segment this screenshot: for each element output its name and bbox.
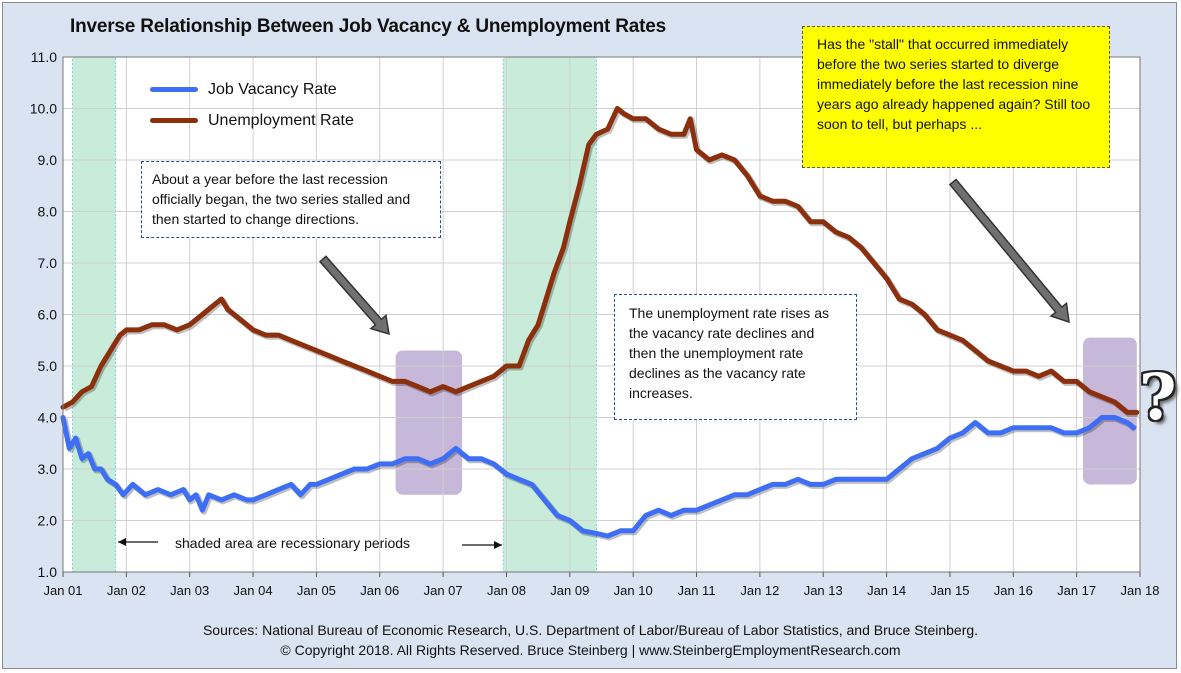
inverse-annotation: The unemployment rate rises as the vacan…: [614, 294, 857, 420]
y-tick-label: 5.0: [38, 358, 58, 374]
y-tick-label: 10.0: [30, 101, 57, 117]
shaded-area-label: shaded area are recessionary periods: [175, 535, 411, 551]
copyright-line: © Copyright 2018. All Rights Reserved. B…: [280, 642, 901, 658]
chart-title: Inverse Relationship Between Job Vacancy…: [70, 16, 666, 37]
x-tick-label: Jan 12: [740, 583, 779, 598]
x-tick-label: Jan 11: [677, 583, 715, 598]
legend: Job Vacancy Rate Unemployment Rate: [150, 74, 354, 136]
x-tick-label: Jan 03: [170, 583, 209, 598]
x-tick-label: Jan 16: [994, 583, 1033, 598]
pointer-arrow-right: [948, 178, 1070, 324]
stall-highlight: [1082, 337, 1137, 485]
pointer-arrow-left-body: [318, 255, 390, 336]
y-tick-label: 3.0: [38, 461, 58, 477]
x-tick-label: Jan 17: [1057, 583, 1096, 598]
x-tick-label: Jan 18: [1120, 583, 1159, 598]
question-mark: ?: [1139, 360, 1177, 435]
legend-label-vacancy: Job Vacancy Rate: [208, 80, 337, 98]
x-tick-label: Jan 07: [424, 583, 463, 598]
shaded-label-arrow-left-head: [118, 538, 126, 546]
stall-annotation: About a year before the last recession o…: [141, 161, 441, 238]
legend-swatch-unemployment: [150, 118, 198, 123]
vacancy-rate-line: [60, 415, 1137, 539]
x-tick-label: Jan 05: [297, 583, 336, 598]
x-tick-label: Jan 14: [867, 583, 906, 598]
shaded-label-arrow-right-head: [494, 541, 502, 549]
x-tick-label: Jan 15: [930, 583, 969, 598]
plot-border: [62, 56, 1141, 573]
legend-item-unemployment: Unemployment Rate: [150, 105, 354, 136]
y-tick-label: 2.0: [38, 513, 58, 529]
sources-footer: Sources: National Bureau of Economic Res…: [0, 620, 1181, 660]
y-tick-label: 11.0: [31, 49, 57, 65]
y-tick-label: 4.0: [38, 410, 58, 426]
pointer-arrow-right-body: [948, 178, 1070, 324]
x-tick-label: Jan 13: [804, 583, 843, 598]
x-tick-label: Jan 09: [550, 583, 589, 598]
pointer-arrow-left: [318, 255, 390, 336]
unemployment-rate-line: [60, 106, 1140, 415]
legend-label-unemployment: Unemployment Rate: [208, 111, 354, 129]
y-tick-label: 1.0: [38, 564, 58, 580]
x-tick-label: Jan 02: [107, 583, 146, 598]
y-tick-label: 8.0: [38, 204, 58, 220]
x-tick-label: Jan 04: [234, 583, 273, 598]
legend-item-vacancy: Job Vacancy Rate: [150, 74, 354, 105]
y-tick-label: 7.0: [38, 255, 58, 271]
y-tick-label: 6.0: [38, 307, 58, 323]
x-tick-label: Jan 01: [43, 583, 82, 598]
y-tick-label: 9.0: [38, 152, 58, 168]
question-annotation: Has the "stall" that occurred immediatel…: [802, 26, 1110, 168]
x-tick-label: Jan 06: [360, 583, 399, 598]
stall-highlight: [395, 350, 463, 495]
x-tick-label: Jan 08: [487, 583, 526, 598]
legend-swatch-vacancy: [150, 87, 198, 92]
x-tick-label: Jan 10: [614, 583, 653, 598]
sources-line: Sources: National Bureau of Economic Res…: [202, 622, 979, 638]
